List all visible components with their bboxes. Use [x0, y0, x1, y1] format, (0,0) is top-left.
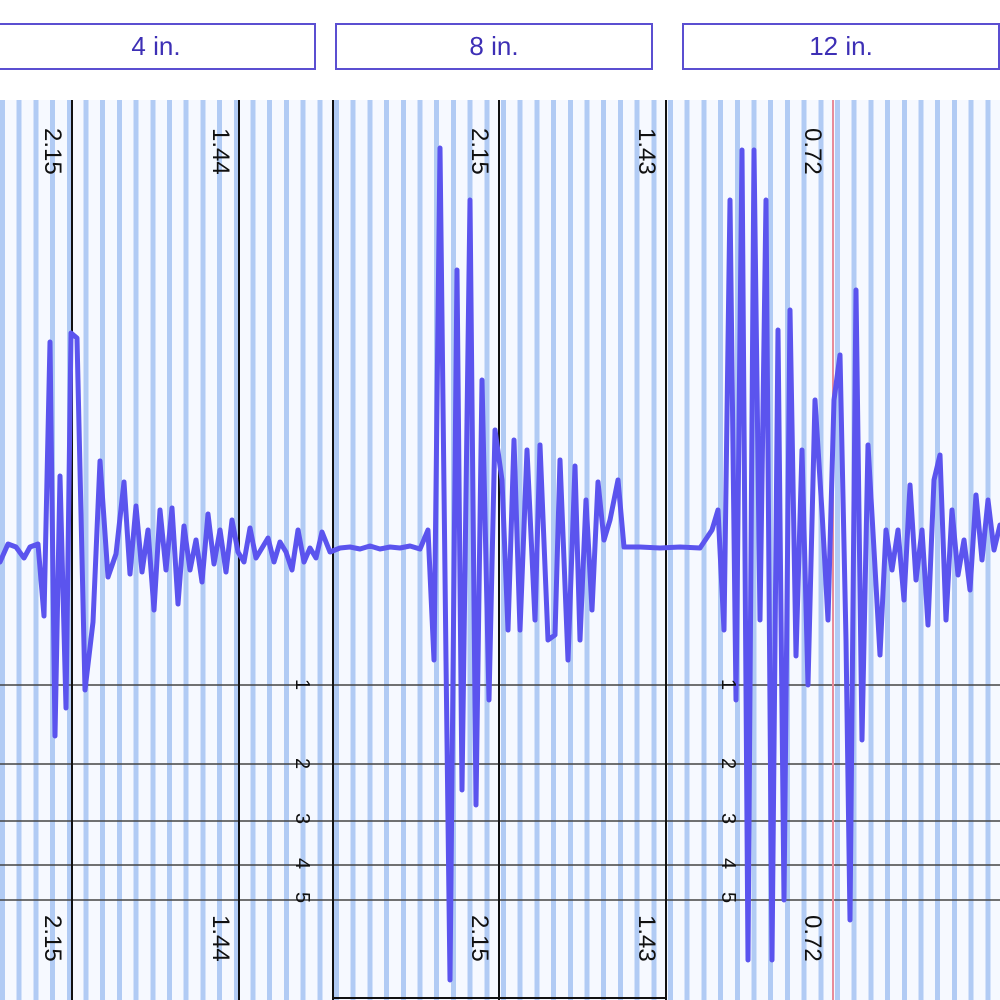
- p2-top-left-value: 2.15: [466, 128, 493, 175]
- depth-tick-4: 4: [291, 858, 313, 869]
- p2-bottom-left-value: 2.15: [466, 915, 493, 962]
- p1-bottom-right-value: 1.44: [207, 915, 234, 962]
- depth-tick-2: 2: [291, 758, 313, 769]
- p1-top-right-value: 1.44: [207, 128, 234, 175]
- waveform-trace: [0, 145, 1000, 983]
- depth-tick-1: 1: [291, 679, 313, 690]
- tab-4-in-label: 4 in.: [131, 31, 181, 61]
- depth-tick-5: 5: [291, 892, 313, 903]
- depth-tick-2-right: 2: [717, 758, 739, 769]
- tab-12-in[interactable]: 12 in.: [682, 23, 1000, 70]
- depth-tick-1-right: 1: [717, 679, 739, 690]
- tab-8-in[interactable]: 8 in.: [335, 23, 653, 70]
- depth-tick-5-right: 5: [717, 892, 739, 903]
- p3-top-left-value: 0.72: [799, 128, 826, 175]
- depth-tick-3-right: 3: [717, 813, 739, 824]
- p3-bottom-left-value: 0.72: [799, 915, 826, 962]
- p2-top-right-value: 1.43: [633, 128, 660, 175]
- p1-bottom-left-value: 2.15: [39, 915, 66, 962]
- p1-top-left-value: 2.15: [39, 128, 66, 175]
- p2-bottom-right-value: 1.43: [633, 915, 660, 962]
- tab-12-in-label: 12 in.: [809, 31, 873, 61]
- tab-4-in[interactable]: 4 in.: [0, 23, 316, 70]
- depth-tick-3: 3: [291, 813, 313, 824]
- radar-trace-view[interactable]: 2.15 1.44 2.15 1.44 2.15 1.43 2.15 1.43 …: [0, 100, 1000, 1000]
- depth-tick-4-right: 4: [717, 858, 739, 869]
- tab-8-in-label: 8 in.: [469, 31, 519, 61]
